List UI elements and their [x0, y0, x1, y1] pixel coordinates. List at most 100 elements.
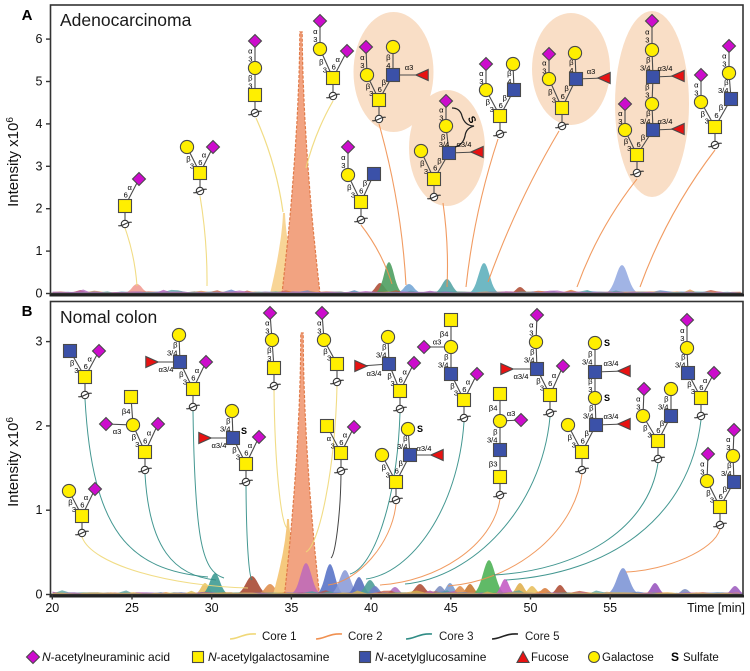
svg-text:β: β	[530, 347, 535, 356]
svg-text:β: β	[420, 159, 425, 168]
svg-text:6: 6	[636, 140, 640, 149]
svg-text:3: 3	[327, 354, 331, 363]
svg-text:3: 3	[726, 443, 730, 452]
svg-text:α3: α3	[433, 338, 442, 347]
svg-text:α3/4: α3/4	[457, 140, 472, 149]
svg-text:3: 3	[636, 402, 640, 411]
svg-text:β: β	[70, 359, 75, 368]
svg-text:α: α	[439, 105, 444, 114]
svg-text:3/4: 3/4	[721, 469, 732, 478]
svg-text:6: 6	[198, 158, 202, 167]
svg-text:55: 55	[603, 601, 617, 615]
svg-text:β: β	[536, 377, 541, 386]
svg-text:α: α	[726, 435, 731, 444]
svg-text:α3: α3	[113, 427, 122, 436]
svg-text:α3/4: α3/4	[367, 369, 382, 378]
svg-text:3: 3	[236, 453, 240, 462]
svg-text:3/4: 3/4	[376, 350, 387, 359]
svg-text:2: 2	[36, 419, 43, 433]
svg-text:3: 3	[691, 387, 695, 396]
svg-text:α: α	[128, 183, 133, 192]
svg-text:S: S	[604, 393, 610, 403]
svg-text:Adenocarcinoma: Adenocarcinoma	[60, 10, 192, 30]
svg-text:3: 3	[323, 66, 327, 75]
svg-text:S: S	[604, 338, 610, 348]
svg-text:β: β	[643, 423, 648, 432]
svg-text:α: α	[147, 429, 152, 438]
svg-text:2: 2	[36, 202, 43, 216]
svg-text:N-acetylglucosamine: N-acetylglucosamine	[375, 650, 487, 664]
svg-text:α3/4: α3/4	[212, 441, 227, 450]
svg-text:6: 6	[332, 63, 336, 72]
svg-text:β: β	[723, 485, 728, 494]
svg-text:3: 3	[618, 117, 622, 126]
svg-text:3: 3	[317, 326, 321, 335]
svg-text:3/4: 3/4	[438, 360, 449, 369]
svg-text:4: 4	[386, 61, 390, 70]
svg-text:6: 6	[561, 92, 565, 101]
svg-text:α: α	[336, 55, 341, 64]
svg-text:6: 6	[244, 449, 248, 458]
svg-text:5: 5	[36, 75, 43, 89]
svg-text:3/4: 3/4	[487, 435, 498, 444]
svg-text:S: S	[671, 650, 679, 664]
svg-text:6: 6	[714, 111, 718, 120]
svg-text:3: 3	[700, 467, 704, 476]
svg-text:β: β	[437, 156, 442, 165]
svg-text:β: β	[186, 155, 191, 164]
svg-text:β: β	[441, 133, 446, 142]
svg-text:6: 6	[433, 164, 437, 173]
svg-text:α: α	[265, 318, 270, 327]
svg-text:β: β	[724, 78, 729, 87]
svg-text:β4: β4	[489, 403, 498, 412]
svg-text:3: 3	[454, 389, 458, 398]
svg-text:β: β	[645, 82, 650, 91]
svg-text:0: 0	[36, 287, 43, 301]
svg-text:β: β	[403, 434, 408, 443]
svg-text:3: 3	[705, 116, 709, 125]
svg-text:β: β	[173, 340, 178, 349]
svg-text:3: 3	[645, 90, 649, 99]
svg-text:3: 3	[267, 354, 271, 363]
svg-text:3: 3	[710, 496, 714, 505]
svg-text:β: β	[706, 489, 711, 498]
svg-text:α: α	[195, 366, 200, 375]
svg-text:α: α	[202, 151, 207, 160]
svg-text:3: 3	[694, 88, 698, 97]
svg-text:3/4: 3/4	[582, 357, 593, 366]
svg-text:β: β	[444, 352, 449, 361]
svg-text:β: β	[68, 498, 73, 507]
svg-text:6: 6	[36, 32, 43, 46]
svg-text:α3/4: α3/4	[658, 117, 673, 126]
svg-text:Galactose: Galactose	[602, 652, 654, 664]
svg-text:α: α	[360, 53, 365, 62]
svg-text:Intensity x106: Intensity x106	[5, 117, 23, 207]
svg-text:3/4: 3/4	[167, 348, 178, 357]
svg-text:α: α	[722, 51, 727, 60]
svg-text:β: β	[399, 459, 404, 468]
svg-text:α: α	[694, 80, 699, 89]
svg-text:B: B	[22, 303, 33, 320]
svg-text:β: β	[719, 103, 724, 112]
svg-text:Time [min]: Time [min]	[687, 601, 745, 615]
svg-text:α3/4: α3/4	[658, 64, 673, 73]
svg-text:β4: β4	[440, 329, 449, 338]
svg-text:β: β	[382, 463, 387, 472]
svg-text:α: α	[636, 394, 641, 403]
svg-text:α: α	[403, 367, 408, 376]
svg-text:β: β	[486, 98, 491, 107]
svg-text:6: 6	[80, 501, 84, 510]
svg-text:1: 1	[36, 503, 43, 517]
svg-text:α: α	[552, 371, 557, 380]
svg-text:3: 3	[331, 442, 335, 451]
svg-text:3: 3	[627, 144, 631, 153]
svg-text:β: β	[267, 346, 272, 355]
svg-text:3: 3	[540, 384, 544, 393]
svg-text:A: A	[22, 7, 33, 24]
svg-text:α3: α3	[587, 67, 596, 76]
svg-text:β: β	[701, 109, 706, 118]
svg-text:6: 6	[699, 383, 703, 392]
svg-text:1: 1	[36, 244, 43, 258]
svg-text:α: α	[313, 27, 318, 36]
svg-text:6: 6	[399, 375, 403, 384]
